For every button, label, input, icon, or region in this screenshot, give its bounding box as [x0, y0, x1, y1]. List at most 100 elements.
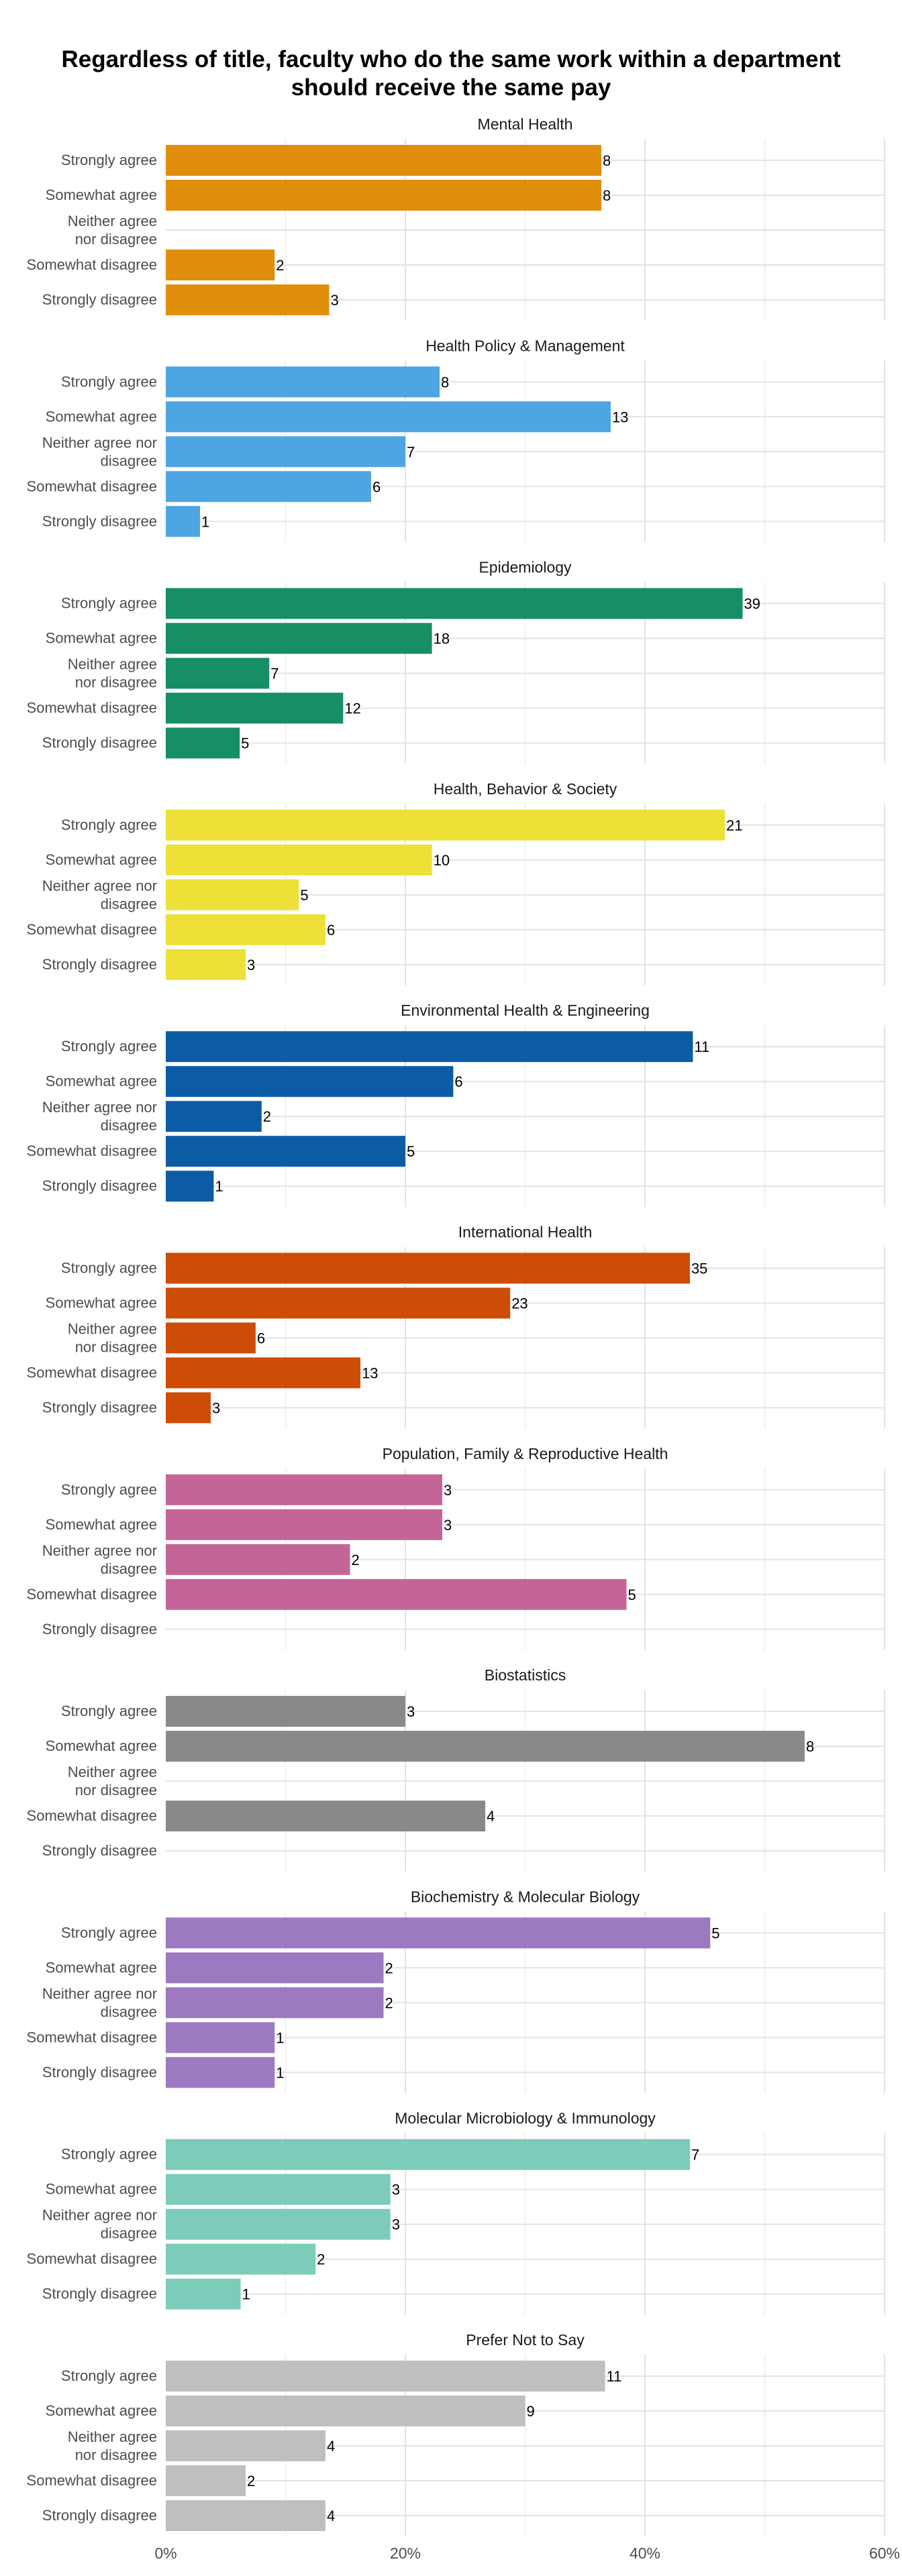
bar [166, 436, 405, 468]
bar [166, 1544, 350, 1575]
value-label: 1 [276, 2064, 284, 2081]
bar [166, 1952, 384, 1984]
value-label: 11 [607, 2368, 622, 2385]
bar [166, 1171, 214, 1202]
facet-title: Population, Family & Reproductive Health [383, 1445, 668, 1462]
category-label: Neither agree nor disagree [42, 2207, 157, 2242]
value-label: 13 [612, 409, 628, 425]
category-label: Strongly disagree [42, 2507, 157, 2524]
value-label: 5 [711, 1925, 719, 1941]
category-label: Somewhat agree [46, 2402, 157, 2419]
bar [166, 1917, 711, 1949]
category-label: Neither agree nor disagree [42, 1542, 157, 1577]
value-label: 9 [527, 2403, 535, 2420]
bar [166, 1509, 442, 1540]
bar [166, 657, 270, 689]
category-label: Somewhat agree [46, 1295, 157, 1311]
bar [166, 2500, 325, 2531]
value-label: 2 [247, 2473, 255, 2489]
bar [166, 1287, 511, 1319]
bar [166, 2243, 316, 2275]
value-label: 11 [694, 1038, 709, 1055]
x-tick-label: 60% [869, 2544, 900, 2562]
value-label: 6 [372, 478, 381, 495]
category-label: Strongly agree [61, 1481, 157, 1498]
bar [166, 2174, 391, 2205]
bar [166, 2465, 246, 2496]
x-tick-label: 40% [630, 2544, 660, 2562]
value-label: 1 [201, 513, 209, 530]
bar [166, 471, 371, 502]
category-label: Strongly disagree [42, 1621, 157, 1638]
bar [166, 1696, 405, 1727]
category-label: Neither agree nor disagree [68, 213, 157, 248]
value-label: 5 [300, 887, 308, 904]
category-label: Somewhat disagree [27, 2251, 157, 2267]
value-label: 35 [691, 1260, 707, 1277]
bar [166, 1987, 384, 2019]
category-label: Neither agree nor disagree [42, 1099, 157, 1134]
value-label: 2 [276, 257, 284, 274]
bar [166, 692, 344, 724]
category-label: Neither agree nor disagree [42, 434, 157, 469]
bar [166, 1578, 627, 1610]
category-label: Somewhat agree [46, 2181, 157, 2198]
category-label: Strongly agree [61, 152, 157, 168]
value-label: 2 [385, 1960, 393, 1976]
value-label: 39 [744, 596, 760, 612]
category-label: Somewhat disagree [27, 1807, 157, 1824]
category-label: Somewhat disagree [27, 256, 157, 273]
bar [166, 2278, 241, 2310]
bar [166, 949, 246, 980]
x-tick-label: 20% [390, 2544, 421, 2562]
value-label: 3 [392, 2182, 400, 2198]
value-label: 8 [806, 1738, 814, 1755]
bar [166, 1101, 262, 1132]
category-label: Strongly agree [61, 1703, 157, 1719]
bar [166, 1801, 486, 1832]
bar [166, 1136, 405, 1167]
category-label: Strongly disagree [42, 1399, 157, 1416]
bar [166, 1031, 693, 1063]
bar [166, 2361, 605, 2392]
category-label: Neither agree nor disagree [42, 1985, 157, 2020]
bar [166, 2022, 275, 2053]
value-label: 3 [330, 292, 338, 309]
bar [166, 1322, 256, 1354]
value-label: 12 [344, 700, 360, 717]
category-label: Somewhat agree [46, 1073, 157, 1089]
facet-title: Environmental Health & Engineering [401, 1002, 650, 1019]
bar [166, 366, 440, 398]
category-label: Somewhat disagree [27, 478, 157, 494]
bar [166, 879, 299, 910]
value-label: 7 [270, 665, 279, 682]
value-label: 8 [441, 374, 449, 390]
bar [166, 1392, 211, 1424]
category-label: Strongly agree [61, 816, 157, 833]
value-label: 3 [247, 957, 255, 973]
chart-title-line-2: should receive the same pay [291, 74, 611, 101]
category-label: Somewhat agree [46, 1516, 157, 1533]
value-label: 6 [327, 922, 335, 938]
x-tick-label: 0% [154, 2544, 177, 2562]
category-label: Strongly disagree [42, 1842, 157, 1859]
facet-title: Molecular Microbiology & Immunology [395, 2110, 656, 2127]
value-label: 1 [215, 1178, 223, 1195]
value-label: 13 [362, 1365, 378, 1382]
category-label: Strongly disagree [42, 291, 157, 308]
category-label: Somewhat disagree [27, 2472, 157, 2489]
bar [166, 2430, 325, 2461]
value-label: 4 [487, 1808, 495, 1825]
category-label: Strongly agree [61, 373, 157, 390]
bar [166, 809, 725, 841]
category-label: Somewhat disagree [27, 1142, 157, 1159]
value-label: 1 [276, 2029, 284, 2046]
category-label: Somewhat disagree [27, 2029, 157, 2045]
value-label: 7 [691, 2147, 699, 2163]
value-label: 21 [726, 817, 742, 834]
value-label: 23 [511, 1295, 528, 1312]
value-label: 3 [392, 2216, 400, 2233]
category-label: Strongly agree [61, 1260, 157, 1277]
value-label: 6 [454, 1073, 462, 1090]
